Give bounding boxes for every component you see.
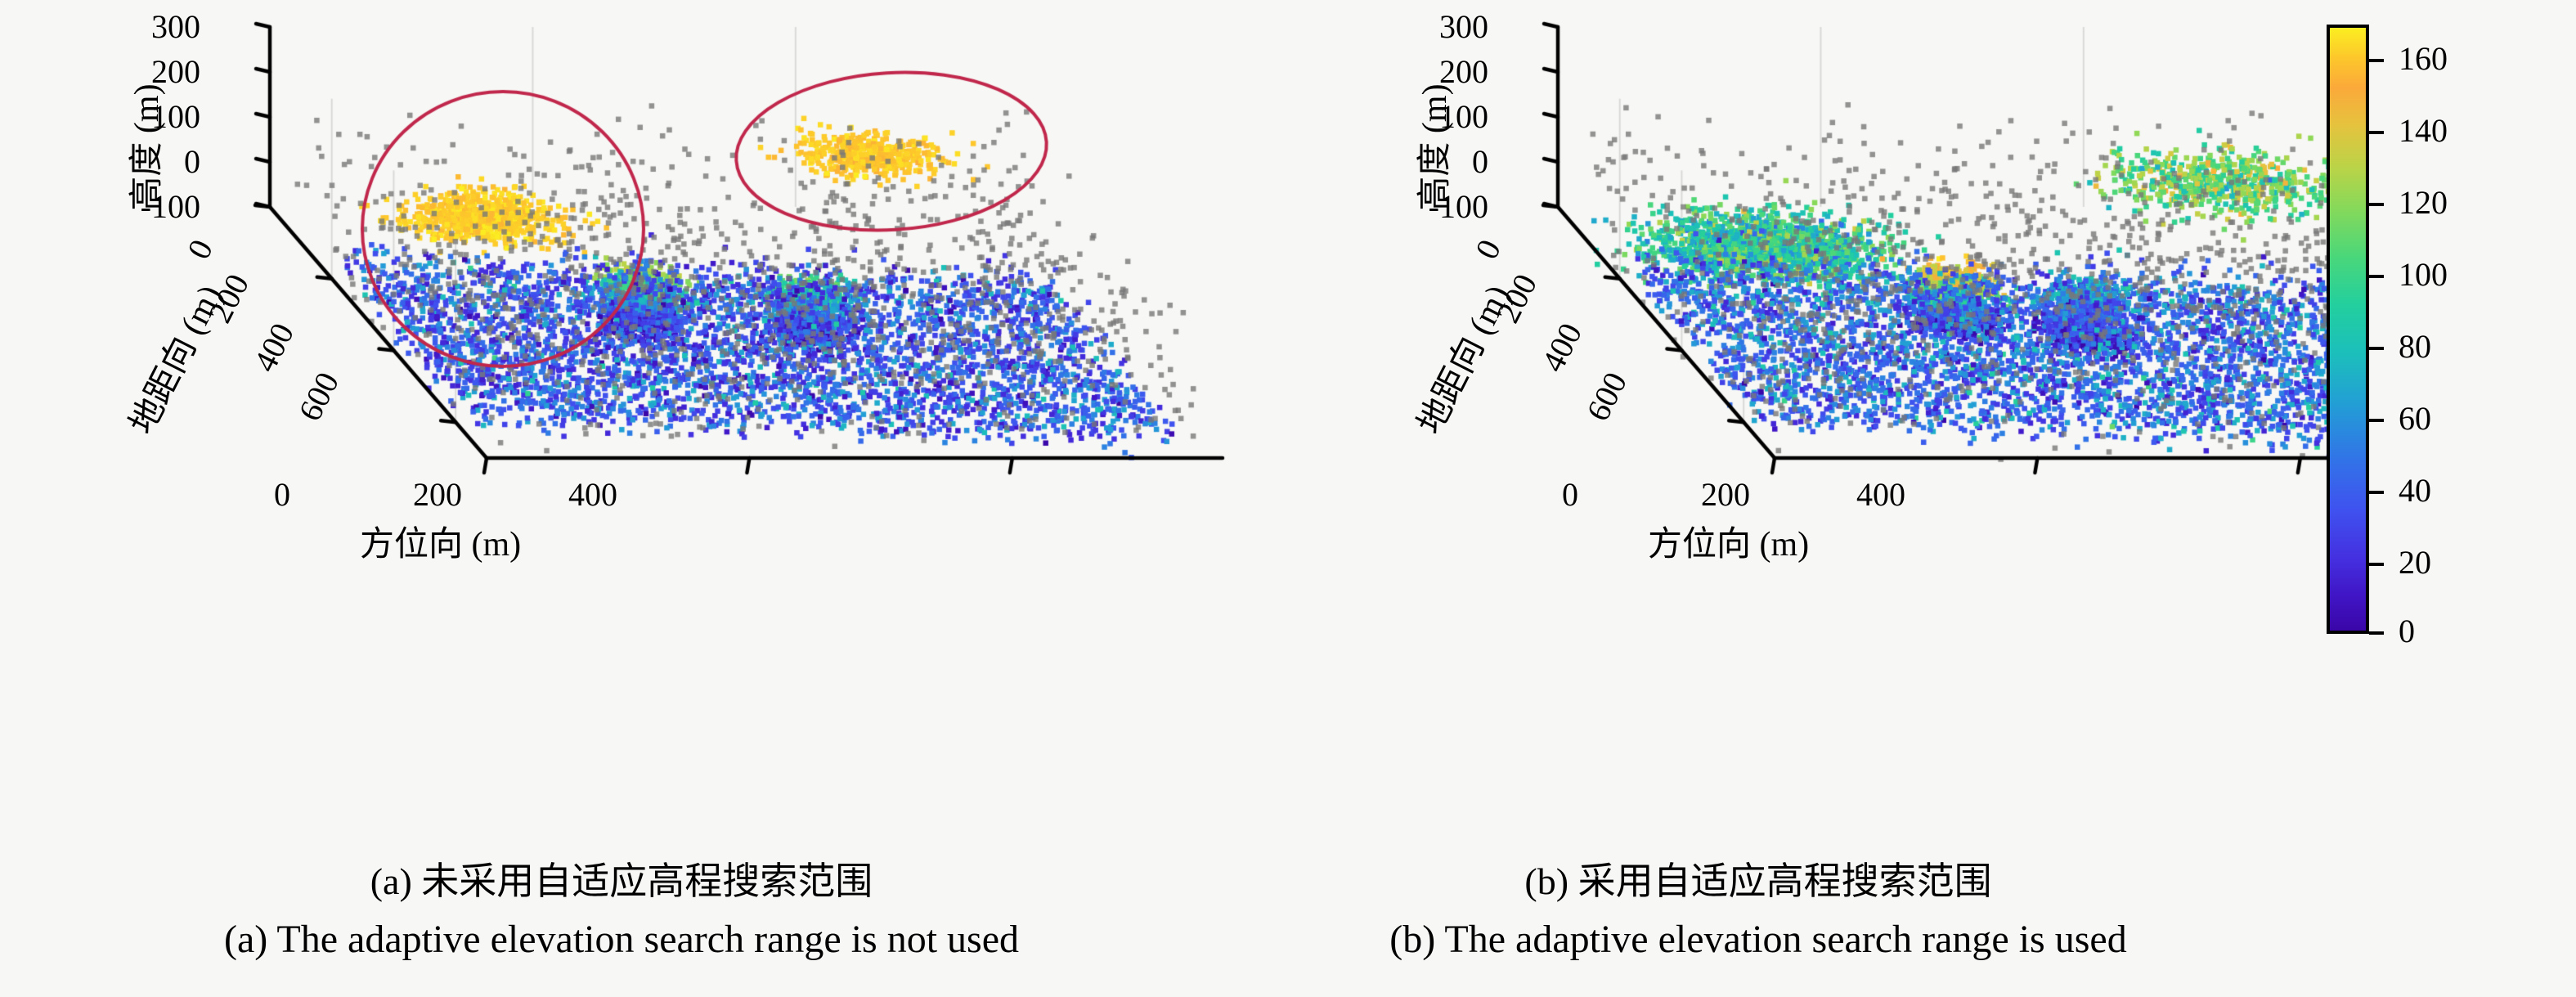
colorbar-group: 160 140 120 100 80 60 40 20 0 <box>2327 25 2572 649</box>
z-tick-100: 100 <box>151 98 200 135</box>
z-tick-300-b: 300 <box>1439 8 1488 45</box>
caption-row-english: (a) The adaptive elevation search range … <box>0 920 2576 972</box>
colorbar-tick-100 <box>2369 275 2384 278</box>
colorbar-label-140: 140 <box>2399 112 2448 149</box>
x-tick-400: 400 <box>568 476 617 513</box>
z-tick-100-b: 100 <box>1439 98 1488 135</box>
x-axis-label-b: 方位向 (m) <box>1648 526 1810 564</box>
panel-a: 300 200 100 0 -100 高度 (m) 0 200 400 600 … <box>0 0 1284 851</box>
colorbar-tick-40 <box>2369 491 2384 494</box>
z-tick-200-b: 200 <box>1439 53 1488 90</box>
x-tick-200: 200 <box>413 476 462 513</box>
x-tick-0: 0 <box>274 476 290 513</box>
colorbar-tick-160 <box>2369 59 2384 62</box>
z-axis-label: 高度 (m) <box>128 83 166 211</box>
caption-a-english: (a) The adaptive elevation search range … <box>223 918 1020 961</box>
colorbar-tick-140 <box>2369 131 2384 134</box>
colorbar-label-40: 40 <box>2399 472 2431 509</box>
caption-a-chinese: (a) 未采用自适应高程搜索范围 <box>370 860 873 902</box>
z-tick-neg100-b: -100 <box>1428 188 1488 225</box>
caption-b-english: (b) The adaptive elevation search range … <box>1389 918 2127 961</box>
panel-b: 300 200 100 0 -100 高度 (m) 0 200 400 600 … <box>1288 0 2335 851</box>
colorbar-tick-60 <box>2369 419 2384 422</box>
scatter-plot-a <box>0 0 1284 851</box>
z-tick-neg100: -100 <box>140 188 200 225</box>
colorbar-tick-0 <box>2369 631 2384 635</box>
colorbar-label-20: 20 <box>2399 544 2431 581</box>
colorbar-label-60: 60 <box>2399 400 2431 437</box>
colorbar-tick-20 <box>2369 563 2384 566</box>
colorbar-tick-80 <box>2369 347 2384 350</box>
caption-b-chinese: (b) 采用自适应高程搜索范围 <box>1524 860 1992 902</box>
scatter-plot-b <box>1288 0 2335 851</box>
x-axis-label: 方位向 (m) <box>360 526 522 564</box>
z-tick-0: 0 <box>184 143 200 180</box>
caption-row-chinese: (a) 未采用自适应高程搜索范围 (b) 采用自适应高程搜索范围 <box>0 863 2576 912</box>
z-tick-0-b: 0 <box>1472 143 1488 180</box>
colorbar-label-160: 160 <box>2399 40 2448 77</box>
x-tick-200-b: 200 <box>1701 476 1750 513</box>
x-tick-0-b: 0 <box>1562 476 1578 513</box>
x-tick-400-b: 400 <box>1856 476 1905 513</box>
colorbar-label-0: 0 <box>2399 613 2415 649</box>
z-tick-200: 200 <box>151 53 200 90</box>
colorbar-label-80: 80 <box>2399 328 2431 365</box>
colorbar-tick-120 <box>2369 203 2384 206</box>
elevation-colorbar <box>2327 25 2369 634</box>
z-axis-label-b: 高度 (m) <box>1416 83 1454 211</box>
colorbar-label-120: 120 <box>2399 184 2448 221</box>
colorbar-label-100: 100 <box>2399 256 2448 293</box>
z-tick-300: 300 <box>151 8 200 45</box>
